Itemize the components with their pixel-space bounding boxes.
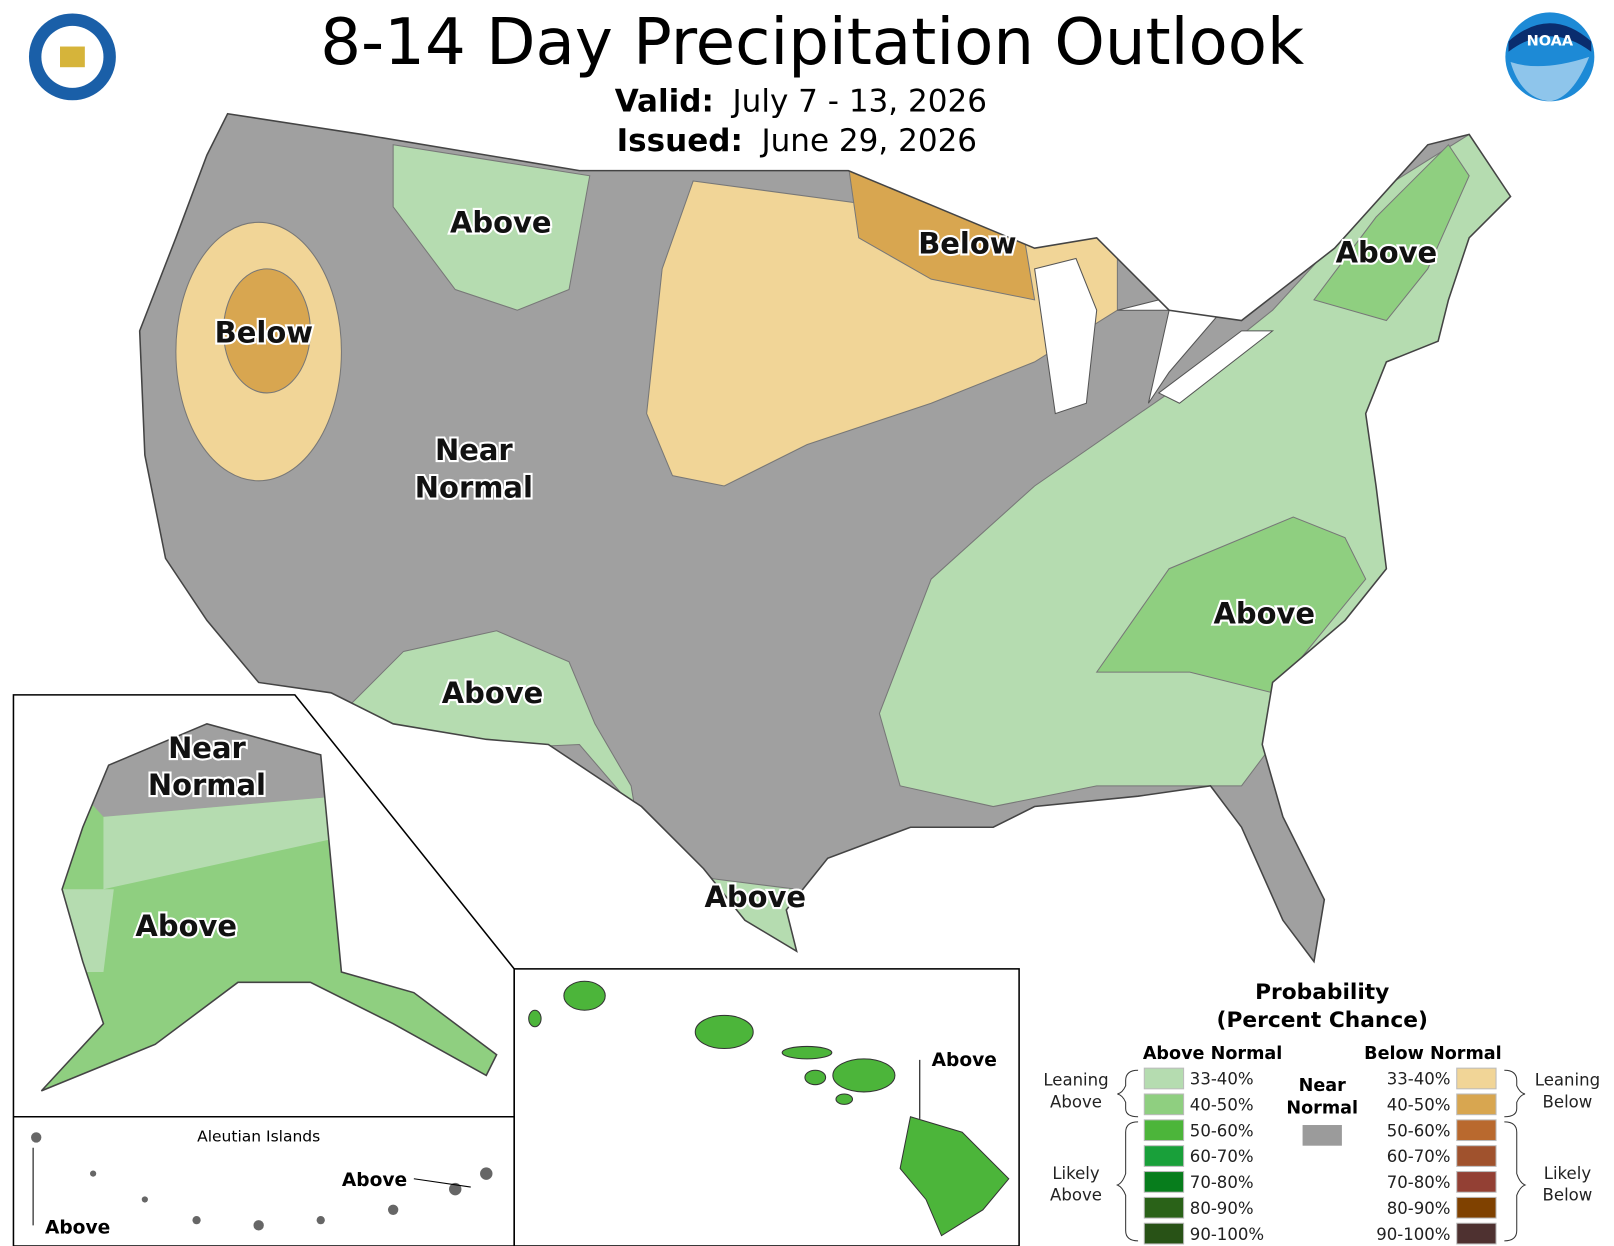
legend-swatch xyxy=(1456,1093,1497,1116)
map-label: Normal xyxy=(148,768,266,802)
alaska-outline xyxy=(40,722,498,1092)
above-area xyxy=(1095,516,1367,694)
hawaii-frame xyxy=(513,968,1020,1246)
map-label: Near xyxy=(435,433,513,467)
noaa-text: NOAA xyxy=(1527,34,1574,50)
aleutian-label: Above xyxy=(342,1170,407,1191)
legend-item-label: 80-90% xyxy=(1190,1199,1254,1218)
island xyxy=(528,1009,542,1028)
legend-item-label: 33-40% xyxy=(1387,1070,1451,1089)
island xyxy=(835,1093,854,1105)
legend-item-label: 40-50% xyxy=(1190,1096,1254,1115)
legend-swatch xyxy=(1143,1145,1185,1167)
legend-item-label: 60-70% xyxy=(1387,1147,1451,1166)
island xyxy=(694,1014,754,1050)
legend-group-label: Leaning xyxy=(1043,1071,1108,1090)
legend-swatch xyxy=(1143,1171,1185,1193)
island xyxy=(832,1058,896,1093)
above-area xyxy=(62,780,497,972)
legend-swatch xyxy=(1456,1067,1497,1090)
map-label: Above xyxy=(135,909,237,943)
above-area xyxy=(1313,143,1470,322)
issued-label: Issued: xyxy=(617,123,743,159)
map-label: Below xyxy=(215,315,313,349)
valid-label: Valid: xyxy=(615,84,714,120)
aleutian-islands xyxy=(31,1132,493,1231)
legend-item-label: 80-90% xyxy=(1387,1199,1451,1218)
aleutian-label: Above xyxy=(45,1218,110,1239)
dept-commerce-logo xyxy=(28,13,116,101)
legend-group-label: Above xyxy=(1050,1186,1102,1205)
valid-dates: July 7 - 13, 2026 xyxy=(731,84,987,120)
legend-item-label: 70-80% xyxy=(1190,1173,1254,1192)
aleutian-title: Aleutian Islands xyxy=(197,1128,320,1146)
legend-group-label: Above xyxy=(1050,1092,1102,1111)
below-area xyxy=(222,268,311,394)
legend-group-label: Below xyxy=(1543,1092,1593,1111)
legend-group-label: Likely xyxy=(1052,1164,1100,1183)
legend-item-label: 50-60% xyxy=(1387,1121,1451,1140)
legend-item-label: 40-50% xyxy=(1387,1096,1451,1115)
legend-swatch xyxy=(1143,1093,1185,1116)
legend-swatch xyxy=(1143,1067,1185,1090)
map-label: Near xyxy=(168,731,246,765)
legend-header: Above Normal xyxy=(1143,1044,1282,1064)
island xyxy=(804,1069,827,1086)
legend-item-label: 60-70% xyxy=(1190,1147,1254,1166)
legend-near-normal: Near xyxy=(1299,1076,1347,1096)
conus-outline xyxy=(138,112,1512,964)
map-label: Above xyxy=(704,880,806,914)
map-label: Normal xyxy=(415,470,533,504)
legend-swatch xyxy=(1456,1222,1497,1245)
hawaii-label: Above xyxy=(932,1050,997,1071)
legend-group-label: Likely xyxy=(1544,1164,1592,1183)
legend-swatch xyxy=(1456,1145,1497,1167)
hawaii-islands xyxy=(528,980,1010,1237)
legend-brace xyxy=(1115,1069,1527,1242)
noaa-logo: NOAA xyxy=(1505,12,1595,102)
title: 8-14 Day Precipitation Outlook xyxy=(320,5,1304,80)
legend-swatch xyxy=(1456,1196,1497,1219)
legend-group-label: Below xyxy=(1543,1186,1593,1205)
map-label: Below xyxy=(918,226,1016,260)
legend-near-normal: Normal xyxy=(1286,1099,1358,1119)
legend-swatch xyxy=(1143,1119,1185,1142)
island xyxy=(563,980,606,1011)
legend-swatch xyxy=(1302,1125,1342,1146)
leader-lines xyxy=(32,1059,921,1226)
legend-swatch xyxy=(1143,1222,1185,1245)
island xyxy=(899,1116,1010,1237)
legend-swatch xyxy=(1143,1196,1185,1219)
legend-item-label: 90-100% xyxy=(1376,1225,1450,1244)
island xyxy=(781,1045,833,1060)
legend-swatch xyxy=(1456,1119,1497,1142)
legend-item-label: 70-80% xyxy=(1387,1173,1451,1192)
legend-title: Probability xyxy=(1255,980,1389,1005)
map-label: Above xyxy=(442,676,544,710)
map-label: Above xyxy=(1214,597,1316,631)
map-label: Above xyxy=(450,206,552,240)
legend-item-label: 90-100% xyxy=(1190,1225,1264,1244)
above-area xyxy=(392,144,591,311)
map-label: Above xyxy=(1336,236,1438,270)
legend-item-label: 50-60% xyxy=(1190,1121,1254,1140)
legend-title: (Percent Chance) xyxy=(1217,1008,1428,1033)
legend-group-label: Leaning xyxy=(1535,1071,1600,1090)
legend-swatch xyxy=(1456,1171,1497,1193)
issued-date: June 29, 2026 xyxy=(759,123,977,159)
legend-header: Below Normal xyxy=(1364,1044,1501,1064)
legend: Probability (Percent Chance) Above Normal B… xyxy=(1043,980,1600,1245)
legend-item-label: 33-40% xyxy=(1190,1070,1254,1089)
